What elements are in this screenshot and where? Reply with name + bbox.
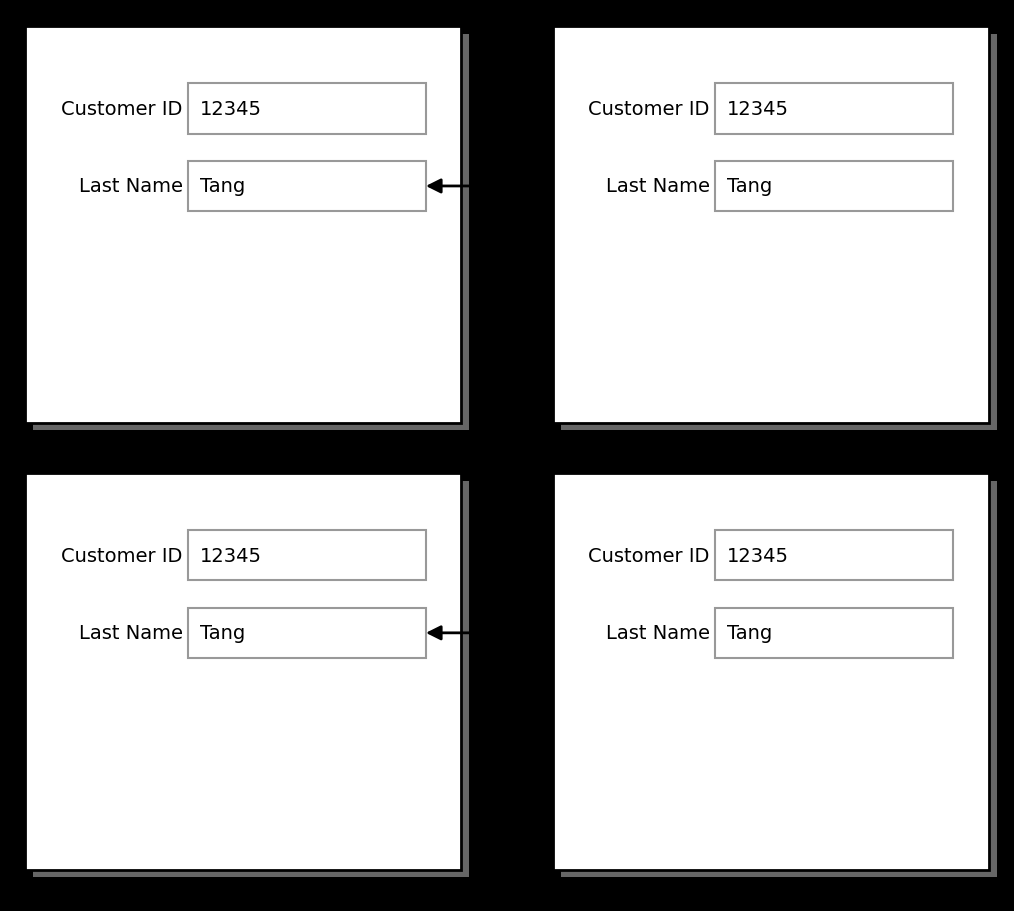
Bar	[188, 84, 426, 134]
Text: Tang: Tang	[727, 624, 773, 642]
Bar	[715, 530, 953, 581]
Text: Last Name: Last Name	[605, 624, 710, 642]
Bar	[25, 474, 461, 870]
Text: Last Name: Last Name	[605, 178, 710, 196]
Bar	[715, 609, 953, 658]
Text: Customer ID: Customer ID	[588, 547, 710, 565]
Bar	[33, 35, 469, 431]
Bar	[561, 481, 997, 877]
Text: 12345: 12345	[200, 547, 262, 565]
Bar	[188, 609, 426, 658]
Text: Tang: Tang	[200, 624, 245, 642]
Bar	[715, 84, 953, 134]
Bar	[553, 27, 989, 424]
Bar	[561, 35, 997, 431]
Bar	[33, 481, 469, 877]
Text: 12345: 12345	[727, 547, 789, 565]
Text: Customer ID: Customer ID	[61, 100, 183, 118]
Text: Tang: Tang	[200, 178, 245, 196]
Text: 12345: 12345	[200, 100, 262, 118]
Bar	[188, 161, 426, 211]
Text: 12345: 12345	[727, 100, 789, 118]
Bar	[188, 530, 426, 581]
Bar	[25, 27, 461, 424]
Bar	[715, 161, 953, 211]
Text: Customer ID: Customer ID	[588, 100, 710, 118]
Text: Customer ID: Customer ID	[61, 547, 183, 565]
Text: Last Name: Last Name	[78, 178, 183, 196]
Bar	[553, 474, 989, 870]
Text: Last Name: Last Name	[78, 624, 183, 642]
Text: Tang: Tang	[727, 178, 773, 196]
